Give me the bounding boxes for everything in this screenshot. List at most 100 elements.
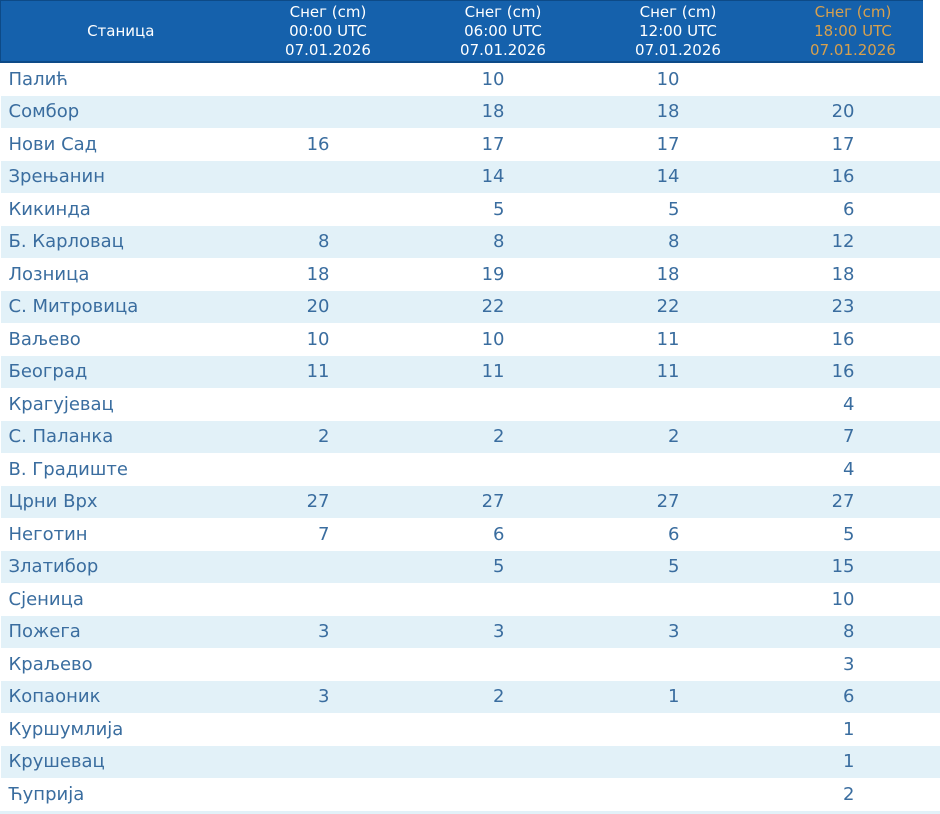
snow-value-0600utc: [416, 583, 591, 616]
snow-value-1200utc: 5: [591, 193, 766, 226]
snow-value-0000utc: 3: [241, 681, 416, 714]
station-name: Кикинда: [1, 193, 241, 226]
snow-value-0000utc: [241, 96, 416, 129]
snow-value-0000utc: 10: [241, 323, 416, 356]
station-name: Сомбор: [1, 96, 241, 129]
snow-value-1800utc: 6: [766, 681, 940, 714]
snow-value-1800utc: 20: [766, 96, 940, 129]
snow-value-1800utc: 8: [766, 616, 940, 649]
snow-value-0000utc: [241, 778, 416, 811]
table-row: Куршумлија 1: [1, 713, 940, 746]
snow-value-0000utc: [241, 453, 416, 486]
table-row: Крушевац 1: [1, 746, 940, 779]
station-name: Крушевац: [1, 746, 241, 779]
snow-value-1200utc: [591, 453, 766, 486]
column-time: 18:00 UTC: [766, 22, 940, 41]
snow-value-0000utc: [241, 583, 416, 616]
table-row: Б. Карловац 8 8 8 12: [1, 226, 940, 259]
station-name: Куршумлија: [1, 713, 241, 746]
snow-value-1200utc: 18: [591, 96, 766, 129]
column-time: 12:00 UTC: [591, 22, 766, 41]
snow-value-0000utc: 16: [241, 128, 416, 161]
table-row: Зрењанин 14 14 16: [1, 161, 940, 194]
snow-value-0000utc: 18: [241, 258, 416, 291]
snow-value-0600utc: 18: [416, 96, 591, 129]
snow-value-0600utc: [416, 648, 591, 681]
snow-value-0000utc: 27: [241, 486, 416, 519]
snow-value-0000utc: 8: [241, 226, 416, 259]
snow-value-1800utc: 5: [766, 518, 940, 551]
snow-value-0000utc: [241, 713, 416, 746]
snow-value-0600utc: 8: [416, 226, 591, 259]
column-header-snow-0000utc: Снег (cm) 00:00 UTC 07.01.2026: [241, 1, 416, 63]
snow-value-1800utc: 12: [766, 226, 940, 259]
table-row: Крагујевац 4: [1, 388, 940, 421]
station-name: Ваљево: [1, 323, 241, 356]
column-title: Снег (cm): [591, 3, 766, 22]
column-time: 00:00 UTC: [241, 22, 416, 41]
table-row: Кикинда 5 5 6: [1, 193, 940, 226]
snow-value-1200utc: 11: [591, 323, 766, 356]
snow-value-1200utc: 18: [591, 258, 766, 291]
station-name: Лозница: [1, 258, 241, 291]
station-name: С. Митровица: [1, 291, 241, 324]
snow-value-1200utc: 8: [591, 226, 766, 259]
snow-value-0000utc: 3: [241, 616, 416, 649]
column-date: 07.01.2026: [766, 41, 940, 60]
snow-value-1200utc: 14: [591, 161, 766, 194]
snow-value-1800utc: 27: [766, 486, 940, 519]
snow-value-0000utc: [241, 62, 416, 96]
snow-value-1800utc: 1: [766, 713, 940, 746]
station-name: Зрењанин: [1, 161, 241, 194]
table-row: Београд 11 11 11 16: [1, 356, 940, 389]
snow-value-0000utc: 11: [241, 356, 416, 389]
snow-value-0600utc: 22: [416, 291, 591, 324]
table-row: Златибор 5 5 15: [1, 551, 940, 584]
table-row: С. Паланка 2 2 2 7: [1, 421, 940, 454]
snow-value-1200utc: [591, 746, 766, 779]
station-name: Б. Карловац: [1, 226, 241, 259]
station-name: Црни Врх: [1, 486, 241, 519]
snow-value-1800utc: 2: [766, 778, 940, 811]
snow-value-0600utc: 19: [416, 258, 591, 291]
table-row: Пожега 3 3 3 8: [1, 616, 940, 649]
snow-value-1800utc: 4: [766, 453, 940, 486]
snow-value-0000utc: [241, 388, 416, 421]
snow-value-1200utc: 11: [591, 356, 766, 389]
snow-value-0600utc: 10: [416, 62, 591, 96]
snow-value-0600utc: [416, 713, 591, 746]
column-date: 07.01.2026: [591, 41, 766, 60]
table-row: С. Митровица 20 22 22 23: [1, 291, 940, 324]
snow-value-1800utc: 18: [766, 258, 940, 291]
snow-value-1200utc: [591, 648, 766, 681]
station-name: Нови Сад: [1, 128, 241, 161]
station-name: Копаоник: [1, 681, 241, 714]
snow-value-1200utc: 27: [591, 486, 766, 519]
snow-value-1800utc: 15: [766, 551, 940, 584]
snow-value-1200utc: 10: [591, 62, 766, 96]
table-body: Палић 10 10 Сомбор 18 18 20 Нови Сад 16 …: [1, 62, 940, 811]
header-right-gap: [923, 0, 940, 63]
snow-value-0600utc: 17: [416, 128, 591, 161]
snow-value-1200utc: 5: [591, 551, 766, 584]
snow-value-0000utc: 7: [241, 518, 416, 551]
column-header-snow-0600utc: Снег (cm) 06:00 UTC 07.01.2026: [416, 1, 591, 63]
table-row: Лозница 18 19 18 18: [1, 258, 940, 291]
table-row: Сомбор 18 18 20: [1, 96, 940, 129]
snow-value-0000utc: [241, 193, 416, 226]
column-date: 07.01.2026: [416, 41, 591, 60]
snow-value-1800utc: 10: [766, 583, 940, 616]
table-row: Ваљево 10 10 11 16: [1, 323, 940, 356]
snow-value-1200utc: 3: [591, 616, 766, 649]
snow-value-0600utc: [416, 778, 591, 811]
station-name: Ћуприја: [1, 778, 241, 811]
snow-value-1200utc: 2: [591, 421, 766, 454]
snow-value-1200utc: 1: [591, 681, 766, 714]
snow-value-0600utc: 5: [416, 551, 591, 584]
station-name: Златибор: [1, 551, 241, 584]
snow-value-1800utc: 4: [766, 388, 940, 421]
table-row: Палић 10 10: [1, 62, 940, 96]
snow-value-0600utc: [416, 388, 591, 421]
column-time: 06:00 UTC: [416, 22, 591, 41]
snow-value-0600utc: [416, 746, 591, 779]
